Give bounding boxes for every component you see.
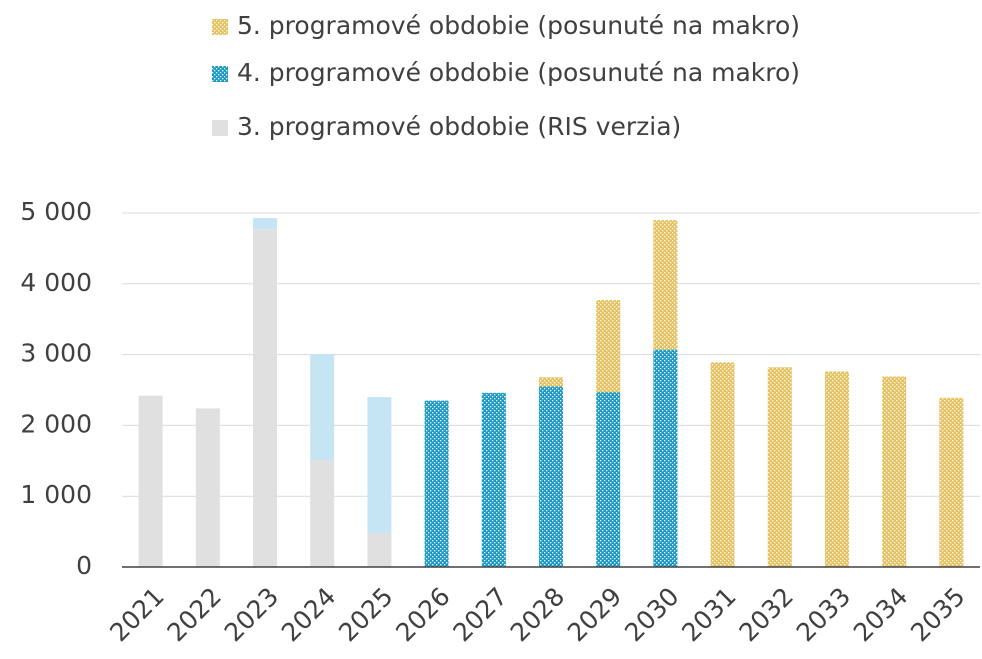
bar-segment — [767, 367, 792, 567]
legend-label: 4. programové obdobie (posunuté na makro… — [237, 58, 800, 87]
x-tick-label: 2030 — [619, 582, 684, 647]
bar-segment — [310, 353, 335, 461]
bar-segment — [596, 300, 621, 393]
legend-swatch — [212, 66, 228, 82]
bar-segment — [539, 386, 563, 567]
legend-swatch — [212, 19, 228, 35]
bar-segment — [367, 397, 392, 534]
legend-label: 3. programové obdobie (RIS verzia) — [237, 112, 681, 141]
x-tick-label: 2022 — [161, 582, 226, 647]
bar-segment — [939, 397, 964, 567]
y-tick-label: 0 — [76, 551, 92, 580]
bar-segment — [596, 392, 621, 567]
legend-swatch — [212, 120, 228, 136]
x-tick-label: 2029 — [562, 582, 627, 647]
bar-segment — [825, 371, 849, 567]
bar-segment — [653, 220, 678, 350]
bar-segment — [195, 408, 220, 567]
x-tick-label: 2033 — [791, 582, 856, 647]
bar-segment — [367, 533, 392, 567]
bar-segment — [539, 377, 563, 387]
x-tick-label: 2024 — [276, 582, 341, 647]
y-tick-label: 4 000 — [20, 268, 92, 297]
x-tick-label: 2034 — [848, 582, 913, 647]
x-tick-label: 2035 — [905, 582, 970, 647]
x-tick-label: 2028 — [505, 582, 570, 647]
bar-segment — [882, 376, 907, 567]
x-tick-label: 2021 — [104, 582, 169, 647]
y-tick-label: 3 000 — [20, 339, 92, 368]
bar-segment — [310, 460, 335, 567]
bar-segment — [424, 400, 449, 567]
x-tick-label: 2031 — [676, 582, 741, 647]
bar-segment — [653, 349, 678, 567]
legend-label: 5. programové obdobie (posunuté na makro… — [237, 11, 800, 40]
x-tick-label: 2025 — [333, 582, 398, 647]
bar-segment — [138, 395, 163, 567]
y-tick-label: 1 000 — [20, 480, 92, 509]
bar-segment — [253, 217, 277, 230]
x-tick-label: 2032 — [733, 582, 798, 647]
x-tick-label: 2023 — [219, 582, 284, 647]
bar-segment — [253, 229, 277, 567]
y-tick-label: 5 000 — [20, 197, 92, 226]
x-tick-label: 2026 — [390, 582, 455, 647]
y-tick-label: 2 000 — [20, 409, 92, 438]
x-tick-label: 2027 — [447, 582, 512, 647]
bar-segment — [481, 392, 506, 567]
bar-segment — [710, 362, 735, 567]
